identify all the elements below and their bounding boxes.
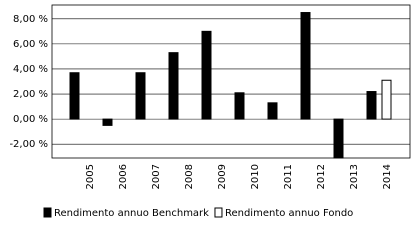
y-tick-label: -2,00 % bbox=[9, 139, 48, 150]
bar bbox=[366, 91, 377, 120]
x-tick-label: 2008 bbox=[184, 164, 195, 189]
legend-label: Rendimento annuo Fondo bbox=[225, 208, 353, 219]
x-tick-label: 2006 bbox=[118, 164, 129, 189]
x-tick-label: 2010 bbox=[250, 164, 261, 189]
x-tick-label: 2014 bbox=[382, 164, 393, 189]
bar bbox=[102, 118, 113, 126]
x-tick-label: 2007 bbox=[151, 164, 162, 189]
legend-swatch bbox=[214, 207, 223, 218]
x-tick-label: 2005 bbox=[85, 164, 96, 189]
plot-frame bbox=[51, 4, 411, 159]
bar bbox=[333, 118, 344, 159]
y-tick-label: 4,00 % bbox=[13, 64, 48, 75]
x-tick-label: 2013 bbox=[349, 164, 360, 189]
legend-swatch bbox=[43, 207, 52, 218]
x-tick-label: 2011 bbox=[283, 164, 294, 189]
x-tick-label: 2012 bbox=[316, 164, 327, 189]
bar bbox=[300, 12, 311, 120]
bar bbox=[201, 30, 212, 120]
chart: -2,00 % 0,00 % 2,00 % 4,00 % 6,00 % 8,00 % 200… bbox=[9, 4, 411, 219]
bar bbox=[135, 72, 146, 120]
bar bbox=[168, 52, 179, 120]
y-tick-label: 0,00 % bbox=[13, 114, 48, 125]
bar bbox=[69, 72, 80, 120]
y-tick-label: 8,00 % bbox=[13, 14, 48, 25]
bar bbox=[267, 102, 278, 120]
y-tick-label: 2,00 % bbox=[13, 89, 48, 100]
bar bbox=[381, 79, 392, 120]
legend-label: Rendimento annuo Benchmark bbox=[54, 208, 209, 219]
x-tick-label: 2009 bbox=[217, 164, 228, 189]
bar bbox=[234, 92, 245, 120]
y-tick-label: 6,00 % bbox=[13, 39, 48, 50]
